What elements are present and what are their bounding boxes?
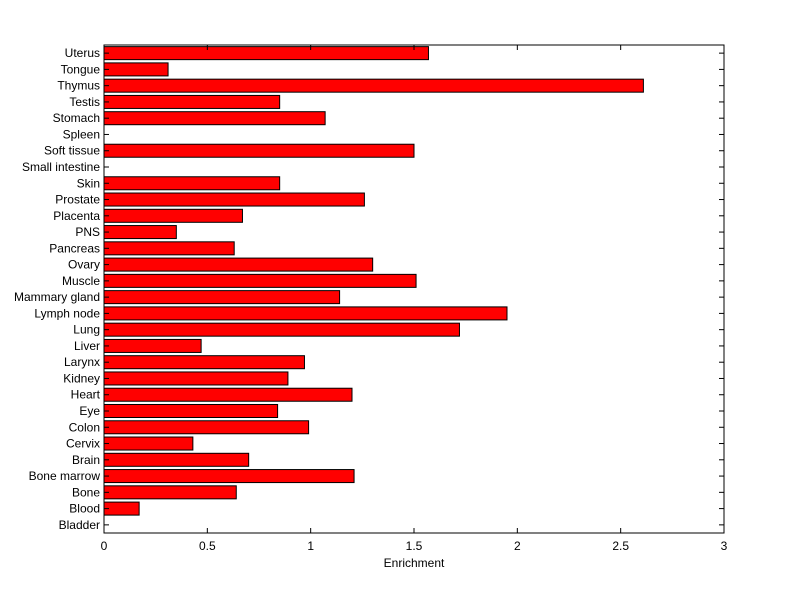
y-tick-label-skin: Skin xyxy=(77,176,100,190)
y-tick-label-lung: Lung xyxy=(73,323,100,337)
bar-ovary xyxy=(103,257,374,272)
y-tick-label-ovary: Ovary xyxy=(68,258,100,272)
bar-skin xyxy=(103,176,281,191)
y-tick-label-testis: Testis xyxy=(69,95,100,109)
y-tick-label-cervix: Cervix xyxy=(66,437,100,451)
bar-eye xyxy=(103,403,279,419)
x-tick-labels: 0 0.5 1 1.5 2 2.5 3 xyxy=(101,539,728,553)
bar-soft-tissue xyxy=(103,143,415,158)
bar-lung xyxy=(103,322,460,337)
bar-heart xyxy=(103,387,353,402)
bar-muscle xyxy=(103,273,417,288)
y-tick-labels: Bladder Blood Bone Bone marrow Brain Cervix Co… xyxy=(14,46,101,532)
ticks-group xyxy=(103,45,725,533)
y-tick-label-tongue: Tongue xyxy=(61,62,101,76)
bar-larynx xyxy=(103,355,305,370)
bar-bone-marrow xyxy=(103,469,355,484)
y-tick-label-muscle: Muscle xyxy=(62,274,100,288)
y-tick-label-bone-marrow: Bone marrow xyxy=(29,469,101,483)
bar-stomach xyxy=(103,111,326,126)
y-tick-label-stomach: Stomach xyxy=(53,111,100,125)
y-tick-label-bone: Bone xyxy=(72,485,100,499)
bar-testis xyxy=(103,94,281,109)
y-tick-label-brain: Brain xyxy=(72,453,100,467)
x-tick-label-6: 3 xyxy=(721,539,728,553)
y-tick-label-placenta: Placenta xyxy=(53,209,100,223)
bar-thymus xyxy=(103,78,644,93)
x-tick-label-2: 1 xyxy=(307,539,314,553)
x-tick-label-1: 0.5 xyxy=(199,539,216,553)
bar-placenta xyxy=(103,208,243,223)
y-tick-label-uterus: Uterus xyxy=(65,46,100,60)
bar-uterus xyxy=(103,46,429,61)
y-tick-label-eye: Eye xyxy=(79,404,100,418)
bar-liver xyxy=(103,338,202,353)
x-tick-label-4: 2 xyxy=(514,539,521,553)
y-tick-label-thymus: Thymus xyxy=(57,79,100,93)
bar-pns xyxy=(103,225,177,240)
bar-cervix xyxy=(103,436,194,451)
bar-mammary-gland xyxy=(103,290,341,305)
bar-brain xyxy=(103,452,250,467)
bar-blood xyxy=(103,501,140,516)
x-tick-label-0: 0 xyxy=(101,539,108,553)
y-tick-label-small-intestine: Small intestine xyxy=(22,160,100,174)
y-tick-label-heart: Heart xyxy=(71,388,101,402)
bar-kidney xyxy=(103,371,289,386)
bars-group xyxy=(103,46,644,516)
bar-lymph-node xyxy=(103,306,508,321)
x-tick-label-5: 2.5 xyxy=(612,539,629,553)
y-tick-label-liver: Liver xyxy=(74,339,100,353)
y-tick-label-blood: Blood xyxy=(69,502,100,516)
y-tick-label-lymph-node: Lymph node xyxy=(34,306,100,320)
y-tick-label-prostate: Prostate xyxy=(55,193,100,207)
y-tick-label-mammary-gland: Mammary gland xyxy=(14,290,100,304)
x-axis-label: Enrichment xyxy=(384,556,445,570)
bar-pancreas xyxy=(103,241,235,256)
y-tick-label-colon: Colon xyxy=(69,420,100,434)
bar-tongue xyxy=(103,62,169,77)
y-tick-label-larynx: Larynx xyxy=(64,355,100,369)
y-tick-label-pancreas: Pancreas xyxy=(49,241,100,255)
y-tick-label-bladder: Bladder xyxy=(59,518,100,532)
bar-bone xyxy=(103,485,237,500)
bar-prostate xyxy=(103,192,365,207)
y-tick-label-spleen: Spleen xyxy=(63,127,100,141)
x-tick-label-3: 1.5 xyxy=(406,539,423,553)
y-tick-label-soft-tissue: Soft tissue xyxy=(44,144,100,158)
y-tick-label-pns: PNS xyxy=(75,225,100,239)
y-tick-label-kidney: Kidney xyxy=(63,371,100,385)
bar-colon xyxy=(103,420,310,435)
